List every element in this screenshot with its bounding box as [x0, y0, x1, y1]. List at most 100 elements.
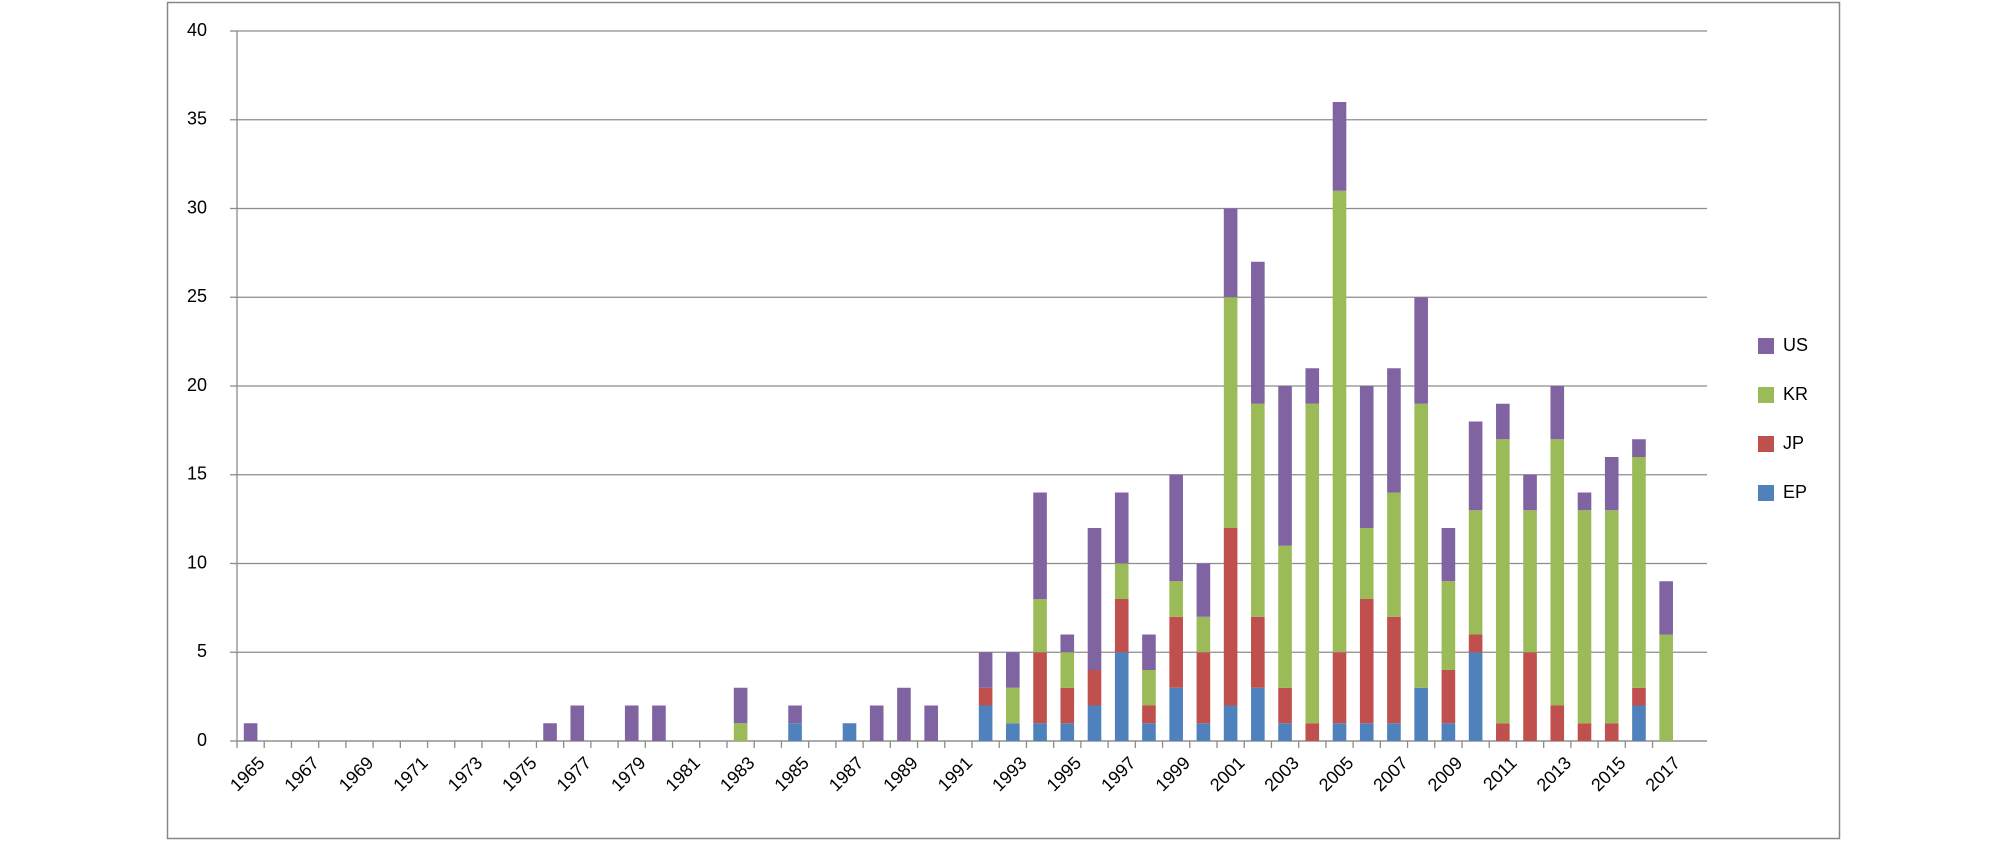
bar-segment — [1632, 687, 1646, 706]
bar-segment — [1604, 457, 1619, 511]
bar-segment — [652, 705, 666, 741]
y-tick-label: 35 — [187, 109, 207, 129]
bar-segment — [1196, 652, 1211, 724]
bar-segment — [924, 705, 938, 741]
bar-segment — [1441, 670, 1456, 724]
bar-segment — [624, 705, 639, 741]
bar-segment — [1441, 581, 1456, 670]
bar-segment — [543, 723, 557, 741]
bar-segment — [733, 723, 748, 741]
bar-segment — [1496, 723, 1510, 741]
bar-segment — [1468, 421, 1483, 511]
legend-label: EP — [1783, 482, 1807, 502]
bar-segment — [1223, 208, 1238, 298]
bar-segment — [1359, 723, 1374, 741]
legend-label: KR — [1783, 384, 1808, 404]
bar-segment — [1332, 652, 1347, 724]
bar-segment — [1441, 528, 1456, 582]
bar-segment — [1033, 652, 1047, 724]
bar-segment — [1496, 439, 1510, 724]
bar-segment — [978, 652, 993, 688]
bar-segment — [1087, 670, 1102, 706]
bar-segment — [243, 723, 258, 741]
bar-segment — [1087, 705, 1102, 741]
legend-swatch — [1758, 436, 1774, 452]
bar-segment — [1577, 723, 1592, 741]
y-tick-label: 15 — [187, 464, 207, 484]
bar-segment — [1359, 528, 1374, 599]
bar-segment — [788, 705, 802, 724]
bar-segment — [1550, 705, 1565, 741]
bar-segment — [1496, 403, 1510, 440]
bar-segment — [978, 705, 993, 741]
bar-segment — [1114, 563, 1129, 599]
bar-segment — [1359, 599, 1374, 724]
bar-segment — [1441, 723, 1456, 741]
legend-swatch — [1758, 387, 1774, 403]
bar-segment — [1550, 386, 1565, 440]
bar-segment — [1332, 102, 1347, 191]
legend-label: JP — [1783, 433, 1804, 453]
bar-segment — [1033, 599, 1047, 653]
bar-segment — [1196, 616, 1211, 653]
bar-segment — [1632, 705, 1646, 741]
bar-segment — [1169, 616, 1183, 688]
bar-segment — [1223, 297, 1238, 528]
bar-segment — [1278, 687, 1292, 724]
bar-segment — [1060, 652, 1075, 688]
bar-segment — [1006, 687, 1020, 724]
bar-segment — [1387, 723, 1401, 741]
legend-swatch — [1758, 485, 1774, 501]
bar-segment — [1251, 687, 1265, 741]
y-tick-label: 10 — [187, 552, 207, 572]
bar-segment — [1632, 439, 1646, 457]
bar-segment — [1114, 492, 1129, 564]
bar-segment — [1223, 528, 1238, 706]
bar-segment — [1060, 687, 1075, 724]
bar-segment — [897, 687, 911, 741]
bar-segment — [1332, 190, 1347, 653]
bar-segment — [1359, 386, 1374, 528]
bar-segment — [1169, 581, 1183, 617]
bar-segment — [1550, 439, 1565, 706]
bar-segment — [1142, 705, 1156, 724]
legend-swatch — [1758, 338, 1774, 354]
bar-segment — [1414, 403, 1428, 688]
bar-segment — [1006, 652, 1020, 688]
bar-segment — [869, 705, 884, 741]
y-tick-label: 5 — [197, 641, 207, 661]
bar-segment — [1278, 723, 1292, 741]
bar-segment — [1632, 457, 1646, 688]
y-tick-label: 40 — [187, 20, 207, 40]
y-tick-label: 25 — [187, 286, 207, 306]
bar-segment — [1251, 261, 1265, 404]
y-tick-label: 20 — [187, 375, 207, 395]
bar-segment — [1114, 652, 1129, 741]
bar-segment — [1387, 616, 1401, 724]
bar-segment — [733, 687, 748, 724]
bar-segment — [1305, 403, 1320, 724]
bar-segment — [1142, 670, 1156, 706]
bar-segment — [1468, 634, 1483, 653]
legend-label: US — [1783, 335, 1808, 355]
bar-segment — [1196, 563, 1211, 617]
y-tick-label: 0 — [197, 730, 207, 750]
bar-segment — [842, 723, 857, 741]
bar-segment — [1305, 368, 1320, 404]
bar-segment — [1006, 723, 1020, 741]
bar-segment — [1659, 581, 1673, 635]
bar-segment — [788, 723, 802, 741]
bar-segment — [570, 705, 585, 741]
bar-segment — [1223, 705, 1238, 741]
bar-segment — [1251, 403, 1265, 617]
bar-segment — [1278, 386, 1292, 546]
bar-segment — [1604, 510, 1619, 724]
bar-segment — [1142, 634, 1156, 670]
bar-segment — [1577, 492, 1592, 511]
bar-segment — [1169, 687, 1183, 741]
bar-segment — [1523, 652, 1537, 741]
bar-segment — [1332, 723, 1347, 741]
bar-segment — [1060, 634, 1075, 653]
bar-segment — [1387, 368, 1401, 493]
